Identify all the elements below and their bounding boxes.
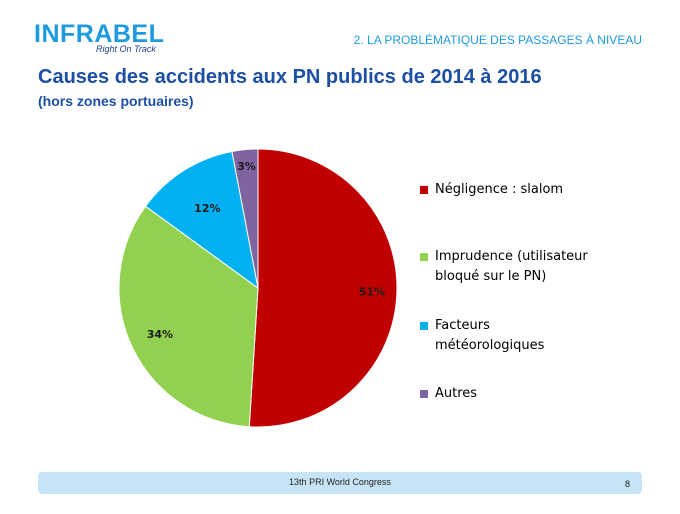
legend-swatch-negligence [420, 186, 428, 194]
legend-label-autres: Autres [435, 386, 478, 401]
label-meteo: 12% [194, 202, 220, 215]
legend-swatch-imprudence [420, 253, 428, 261]
section-heading: 2. LA PROBLÉMATIQUE DES PASSAGES À NIVEA… [353, 33, 642, 47]
logo-wordmark: INFRABEL [34, 20, 165, 48]
legend-label-meteo: Facteurs météorologiques [435, 318, 545, 353]
slice-meteo [144, 150, 259, 290]
legend-swatch-meteo [420, 322, 428, 330]
page-title: Causes des accidents aux PN publics de 2… [38, 66, 542, 88]
legend-item-negligence: Négligence : slalom [420, 180, 635, 200]
page-subtitle: (hors zones portuaires) [38, 93, 194, 109]
legend-label-negligence: Négligence : slalom [435, 182, 564, 197]
logo-tagline: Right On Track [96, 44, 156, 54]
legend-label-imprudence: Imprudence (utilisateur bloqué sur le PN… [435, 249, 588, 284]
legend-item-imprudence: Imprudence (utilisateur bloqué sur le PN… [420, 247, 610, 287]
slice-autres [231, 148, 259, 289]
infrabel-logo: INFRABEL Right On Track [34, 20, 184, 56]
legend-item-meteo: Facteurs météorologiques [420, 316, 585, 356]
label-negligence: 51% [359, 286, 385, 299]
footer-bar: 13th PRI World Congress 8 [38, 472, 642, 494]
label-imprudence: 34% [147, 328, 173, 341]
legend-item-autres: Autres [420, 384, 635, 404]
page-number: 8 [624, 479, 630, 489]
footer-text: 13th PRI World Congress [289, 477, 391, 487]
label-autres: 3% [237, 160, 256, 173]
legend-swatch-autres [420, 390, 428, 398]
slice-negligence [248, 148, 398, 428]
slice-imprudence [118, 205, 259, 428]
